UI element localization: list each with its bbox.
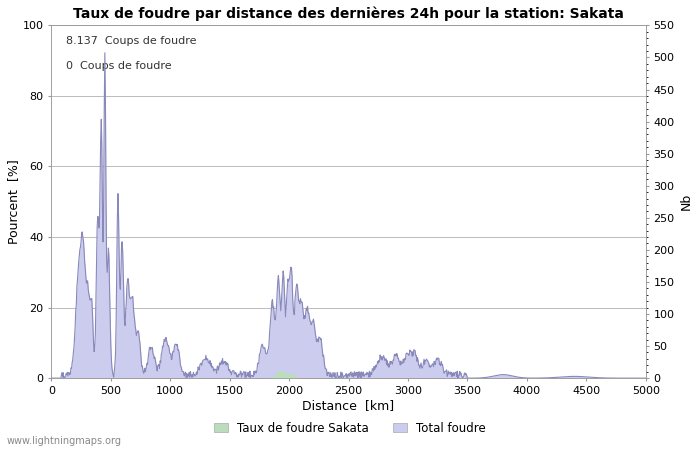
Text: www.lightningmaps.org: www.lightningmaps.org — [7, 436, 122, 446]
Text: 0  Coups de foudre: 0 Coups de foudre — [66, 61, 172, 71]
X-axis label: Distance  [km]: Distance [km] — [302, 399, 395, 412]
Text: 8.137  Coups de foudre: 8.137 Coups de foudre — [66, 36, 197, 46]
Y-axis label: Pourcent  [%]: Pourcent [%] — [7, 159, 20, 244]
Legend: Taux de foudre Sakata, Total foudre: Taux de foudre Sakata, Total foudre — [209, 417, 491, 440]
Y-axis label: Nb: Nb — [680, 193, 693, 211]
Title: Taux de foudre par distance des dernières 24h pour la station: Sakata: Taux de foudre par distance des dernière… — [73, 7, 624, 22]
